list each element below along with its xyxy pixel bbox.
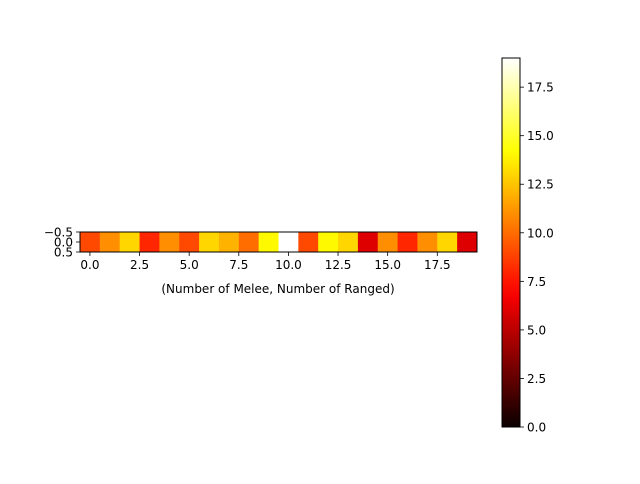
colorbar-tick-label: 17.5 xyxy=(527,81,554,95)
heatmap-cell xyxy=(298,232,319,252)
colorbar-tick-label: 5.0 xyxy=(527,323,546,337)
y-tick-label: 0.5 xyxy=(54,246,73,260)
x-tick-label: 10.0 xyxy=(275,258,302,272)
heatmap-cell xyxy=(119,232,140,252)
x-axis-label: (Number of Melee, Number of Ranged) xyxy=(161,282,394,296)
colorbar xyxy=(501,57,521,428)
heatmap-cell xyxy=(437,232,458,252)
x-tick-label: 17.5 xyxy=(424,258,451,272)
colorbar-tick-label: 0.0 xyxy=(527,421,546,435)
x-tick-label: 7.5 xyxy=(229,258,248,272)
heatmap-cell xyxy=(159,232,180,252)
x-tick-label: 2.5 xyxy=(130,258,149,272)
x-tick-label: 5.0 xyxy=(180,258,199,272)
x-axis: 0.0 2.5 5.0 7.5 10.0 12.5 15.0 17.5 xyxy=(80,252,451,272)
x-tick-label: 0.0 xyxy=(80,258,99,272)
heatmap-cell xyxy=(457,232,478,252)
y-axis: −0.50.00.5 xyxy=(44,226,80,260)
heatmap-cell xyxy=(417,232,438,252)
heatmap-cell xyxy=(139,232,160,252)
heatmap-cell xyxy=(80,232,101,252)
heatmap-cell xyxy=(218,232,240,252)
colorbar-tick-label: 15.0 xyxy=(527,129,554,143)
y-tick-label: −0.5 xyxy=(44,226,73,240)
heatmap-cell xyxy=(377,232,398,252)
heatmap-cell xyxy=(258,232,279,252)
heatmap-cell xyxy=(199,232,220,252)
heatmap-cell xyxy=(318,232,339,252)
colorbar-tick-label: 12.5 xyxy=(527,178,554,192)
heatmap-cell xyxy=(338,232,359,252)
heatmap-cell xyxy=(357,232,379,252)
heatmap-cell xyxy=(238,232,260,252)
colorbar-tick-label: 10.0 xyxy=(527,226,554,240)
heatmap-cell xyxy=(278,232,299,252)
heatmap-cell xyxy=(397,232,418,252)
heatmap-cells xyxy=(80,232,478,252)
heatmap-cell xyxy=(99,232,121,252)
heatmap-cell xyxy=(179,232,200,252)
x-tick-label: 15.0 xyxy=(374,258,401,272)
y-tick-label: 0.0 xyxy=(54,236,73,250)
colorbar-tick-label: 2.5 xyxy=(527,372,546,386)
x-tick-label: 12.5 xyxy=(325,258,352,272)
colorbar-axis: 0.0 2.5 5.0 7.5 10.0 12.5 15.0 17.5 xyxy=(520,81,554,435)
colorbar-tick-label: 7.5 xyxy=(527,275,546,289)
